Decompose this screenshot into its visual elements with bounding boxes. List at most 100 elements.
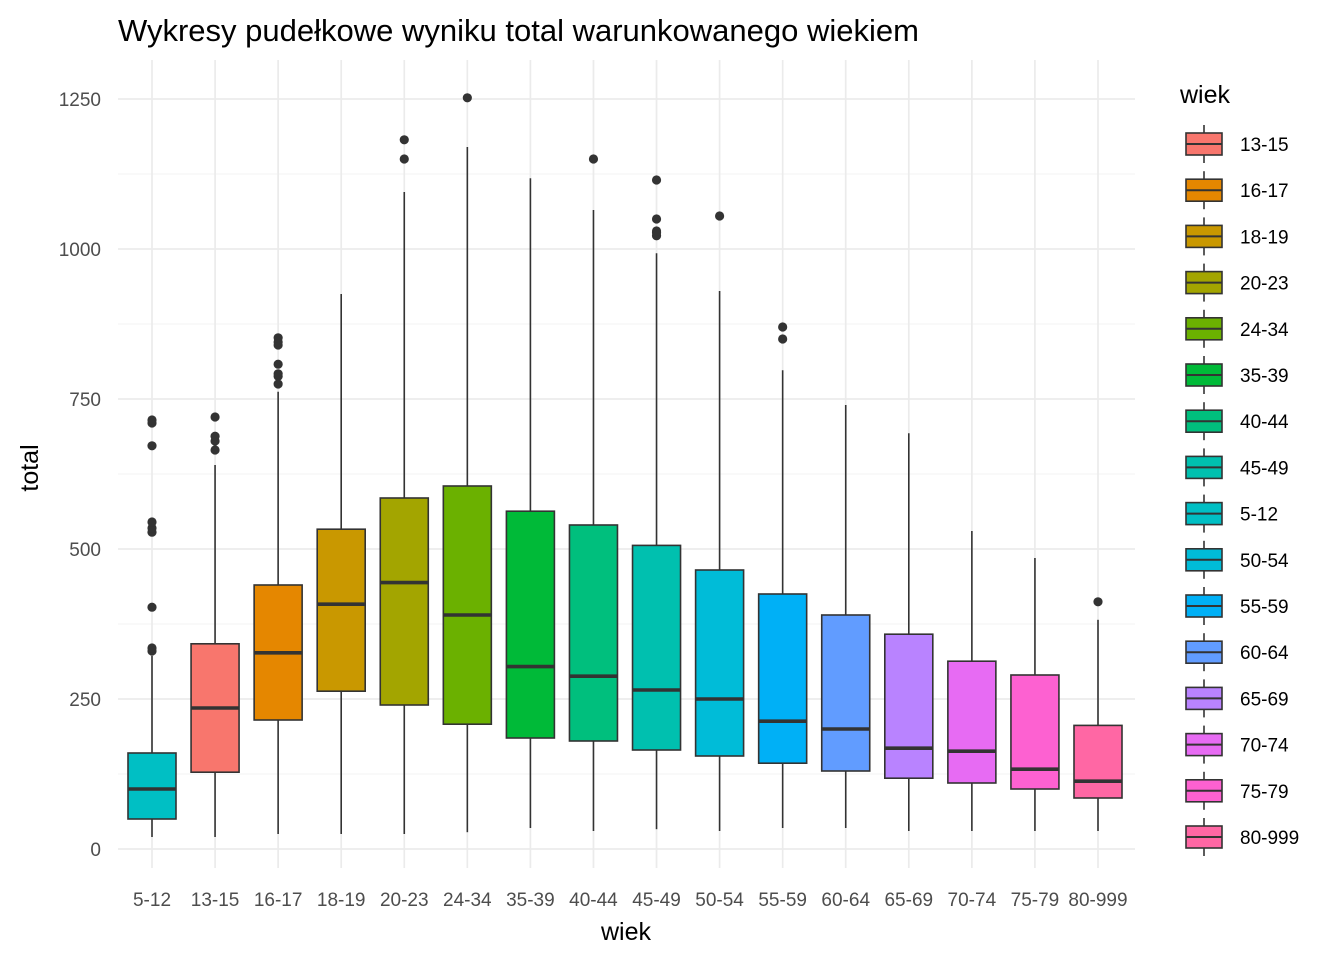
x-tick-label: 5-12 xyxy=(133,890,171,911)
legend-label: 50-54 xyxy=(1240,551,1289,572)
legend-label: 65-69 xyxy=(1240,689,1289,710)
legend-label: 70-74 xyxy=(1240,736,1289,757)
legend-label: 80-999 xyxy=(1240,828,1299,849)
outlier-point xyxy=(715,211,725,221)
box-rect xyxy=(1010,674,1060,790)
legend-label: 55-59 xyxy=(1240,597,1289,618)
legend-label: 35-39 xyxy=(1240,366,1289,387)
legend-item: 80-999 xyxy=(1185,818,1299,856)
outlier-point xyxy=(462,93,472,103)
x-axis: 5-12 13-15 16-17 18-19 20-23 24-34 35-39 40-44 4… xyxy=(133,890,1128,911)
box-18-19 xyxy=(316,294,367,834)
legend-label: 16-17 xyxy=(1240,181,1289,202)
x-tick-label: 75-79 xyxy=(1011,890,1060,911)
legend-item: 24-34 xyxy=(1185,309,1289,348)
outlier-point xyxy=(399,135,409,145)
box-13-15 xyxy=(190,412,240,837)
box-35-39 xyxy=(505,178,556,828)
outlier-point xyxy=(651,214,662,224)
box-rect xyxy=(442,485,493,725)
legend-item: 13-15 xyxy=(1185,125,1289,163)
legend-item: 60-64 xyxy=(1185,633,1289,672)
x-tick-label: 16-17 xyxy=(254,890,303,911)
legend-label: 75-79 xyxy=(1240,782,1289,803)
legend-item: 40-44 xyxy=(1185,402,1289,441)
y-tick-label: 0 xyxy=(90,840,101,861)
box-60-64 xyxy=(820,405,871,828)
legend: wiek 13-15 16-17 18-19 20-23 24-34 35-39 40-44… xyxy=(1179,81,1299,856)
outlier-point xyxy=(210,412,220,422)
y-axis: 0 250 500 750 1000 1250 xyxy=(59,90,101,861)
box-rect xyxy=(820,614,871,772)
box-rect xyxy=(379,497,430,706)
x-tick-label: 80-999 xyxy=(1068,890,1127,911)
x-tick-label: 55-59 xyxy=(758,890,807,911)
outlier-point xyxy=(147,415,157,425)
x-tick-label: 60-64 xyxy=(821,890,870,911)
outlier-point xyxy=(778,322,788,332)
y-tick-label: 1250 xyxy=(59,90,101,111)
box-40-44 xyxy=(568,154,619,831)
box-75-79 xyxy=(1010,558,1060,831)
legend-item: 75-79 xyxy=(1185,771,1289,810)
legend-label: 40-44 xyxy=(1240,412,1289,433)
x-tick-label: 20-23 xyxy=(380,890,429,911)
outlier-point xyxy=(147,517,157,527)
box-rect xyxy=(505,510,556,739)
legend-item: 50-54 xyxy=(1185,540,1289,579)
x-tick-label: 13-15 xyxy=(191,890,240,911)
box-rect xyxy=(631,544,682,751)
legend-item: 16-17 xyxy=(1185,171,1289,210)
box-5-12 xyxy=(127,415,177,837)
box-65-69 xyxy=(883,433,934,831)
x-tick-label: 45-49 xyxy=(632,890,681,911)
legend-label: 18-19 xyxy=(1240,227,1289,248)
legend-label: 60-64 xyxy=(1240,643,1289,664)
box-24-34 xyxy=(442,93,493,833)
box-rect xyxy=(568,524,619,742)
box-70-74 xyxy=(947,531,997,831)
outlier-point xyxy=(147,602,157,612)
legend-item: 65-69 xyxy=(1185,679,1289,718)
outlier-point xyxy=(273,333,283,343)
box-rect xyxy=(883,633,934,780)
y-axis-title: total xyxy=(16,444,44,491)
y-tick-label: 750 xyxy=(69,390,101,411)
x-tick-label: 40-44 xyxy=(569,890,618,911)
legend-item: 18-19 xyxy=(1185,217,1289,256)
legend-item: 70-74 xyxy=(1185,725,1289,764)
outlier-point xyxy=(273,369,283,379)
box-rect xyxy=(694,569,745,757)
legend-label: 24-34 xyxy=(1240,320,1289,341)
outlier-point xyxy=(273,379,283,389)
box-rect xyxy=(757,593,808,764)
outlier-point xyxy=(651,175,662,185)
outlier-point xyxy=(399,154,409,164)
legend-item: 20-23 xyxy=(1185,263,1289,302)
legend-label: 20-23 xyxy=(1240,274,1289,295)
legend-item: 55-59 xyxy=(1185,587,1289,625)
outlier-point xyxy=(651,226,662,236)
x-axis-title: wiek xyxy=(600,918,652,946)
outlier-point xyxy=(588,154,599,164)
outlier-point xyxy=(273,359,283,369)
legend-label: 5-12 xyxy=(1240,505,1278,526)
box-rect xyxy=(316,528,367,693)
outlier-point xyxy=(1093,597,1103,607)
box-rect xyxy=(127,752,177,820)
legend-item: 45-49 xyxy=(1185,448,1289,487)
box-50-54 xyxy=(694,211,745,831)
box-80-999 xyxy=(1073,597,1123,831)
y-tick-label: 500 xyxy=(69,540,101,561)
y-tick-label: 250 xyxy=(69,690,101,711)
outlier-point xyxy=(147,441,157,451)
legend-item: 35-39 xyxy=(1185,356,1289,394)
chart-title: Wykresy pudełkowe wyniku total warunkowa… xyxy=(118,13,919,48)
x-tick-label: 65-69 xyxy=(884,890,933,911)
outlier-point xyxy=(147,643,157,653)
x-tick-label: 18-19 xyxy=(317,890,366,911)
x-tick-label: 24-34 xyxy=(443,890,492,911)
legend-label: 45-49 xyxy=(1240,458,1289,479)
box-55-59 xyxy=(757,322,808,828)
